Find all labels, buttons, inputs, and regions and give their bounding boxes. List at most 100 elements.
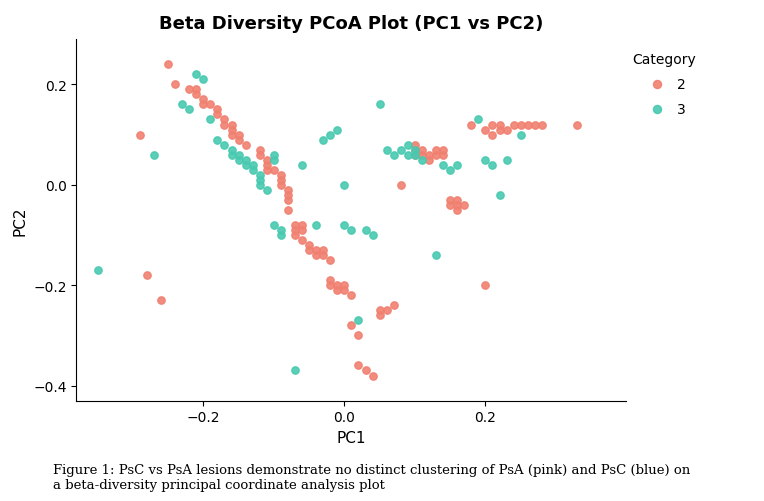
2 — [225, 131, 238, 139]
2 — [416, 146, 428, 154]
2 — [487, 131, 499, 139]
2 — [310, 252, 322, 260]
2 — [430, 151, 442, 159]
2 — [487, 121, 499, 129]
2 — [282, 196, 294, 204]
3 — [275, 226, 287, 234]
3 — [261, 186, 273, 194]
2 — [225, 121, 238, 129]
2 — [423, 156, 435, 164]
2 — [367, 372, 379, 380]
2 — [529, 121, 541, 129]
2 — [232, 136, 244, 144]
2 — [494, 121, 506, 129]
2 — [416, 151, 428, 159]
3 — [402, 151, 414, 159]
3 — [254, 176, 266, 184]
2 — [332, 287, 344, 295]
2 — [296, 236, 308, 244]
3 — [437, 161, 449, 169]
2 — [345, 292, 358, 300]
3 — [345, 226, 358, 234]
2 — [451, 206, 463, 214]
2 — [169, 81, 181, 89]
2 — [479, 282, 491, 290]
2 — [267, 166, 280, 174]
2 — [380, 307, 393, 315]
3 — [451, 161, 463, 169]
3 — [219, 141, 231, 149]
2 — [338, 282, 351, 290]
2 — [451, 196, 463, 204]
Y-axis label: PC2: PC2 — [13, 206, 28, 235]
2 — [219, 116, 231, 124]
2 — [282, 191, 294, 199]
2 — [536, 121, 548, 129]
2 — [240, 141, 252, 149]
3 — [359, 226, 371, 234]
2 — [254, 146, 266, 154]
3 — [444, 166, 456, 174]
3 — [254, 171, 266, 179]
3 — [409, 151, 421, 159]
3 — [338, 221, 351, 229]
2 — [465, 121, 478, 129]
2 — [387, 302, 400, 310]
2 — [409, 151, 421, 159]
3 — [317, 136, 329, 144]
2 — [282, 206, 294, 214]
3 — [212, 136, 224, 144]
2 — [232, 131, 244, 139]
2 — [317, 246, 329, 255]
2 — [345, 322, 358, 330]
2 — [352, 332, 364, 340]
2 — [183, 86, 196, 94]
3 — [324, 131, 336, 139]
3 — [352, 317, 364, 325]
3 — [487, 161, 499, 169]
2 — [451, 201, 463, 209]
2 — [507, 121, 520, 129]
2 — [444, 201, 456, 209]
2 — [458, 201, 471, 209]
2 — [190, 91, 202, 99]
2 — [212, 106, 224, 114]
3 — [267, 221, 280, 229]
2 — [212, 111, 224, 119]
2 — [289, 226, 301, 234]
3 — [387, 151, 400, 159]
3 — [494, 191, 506, 199]
2 — [296, 221, 308, 229]
2 — [395, 181, 407, 189]
X-axis label: PC1: PC1 — [337, 430, 366, 445]
2 — [197, 101, 209, 109]
2 — [219, 121, 231, 129]
2 — [310, 246, 322, 255]
2 — [324, 282, 336, 290]
2 — [141, 272, 153, 280]
2 — [162, 61, 174, 69]
3 — [472, 116, 484, 124]
3 — [380, 146, 393, 154]
2 — [409, 141, 421, 149]
2 — [275, 171, 287, 179]
3 — [374, 101, 386, 109]
3 — [479, 156, 491, 164]
3 — [289, 367, 301, 375]
2 — [332, 282, 344, 290]
3 — [148, 151, 160, 159]
3 — [267, 156, 280, 164]
3 — [500, 156, 513, 164]
3 — [515, 131, 527, 139]
2 — [155, 297, 167, 305]
3 — [254, 181, 266, 189]
3 — [310, 221, 322, 229]
2 — [338, 287, 351, 295]
3 — [247, 161, 259, 169]
2 — [190, 86, 202, 94]
2 — [275, 176, 287, 184]
2 — [324, 257, 336, 265]
2 — [444, 196, 456, 204]
2 — [303, 246, 316, 255]
2 — [254, 151, 266, 159]
